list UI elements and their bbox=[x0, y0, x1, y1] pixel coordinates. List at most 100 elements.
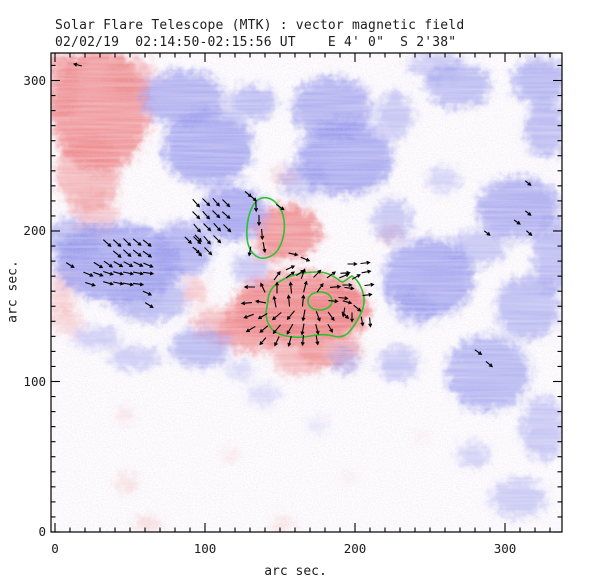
vector-arrow bbox=[353, 304, 362, 312]
vector-arrow bbox=[193, 236, 202, 245]
vector-arrow bbox=[123, 261, 134, 267]
vector-arrow bbox=[257, 313, 268, 320]
vector-arrow bbox=[260, 282, 266, 293]
vector-arrow bbox=[193, 223, 201, 233]
vector-arrow bbox=[133, 261, 144, 267]
vector-arrow bbox=[288, 281, 293, 294]
vector-arrow bbox=[342, 300, 353, 305]
vector-arrow bbox=[249, 194, 257, 202]
plot-area bbox=[51, 53, 562, 532]
vector-arrow bbox=[274, 336, 280, 347]
vector-arrow bbox=[144, 302, 154, 309]
vector-arrow bbox=[338, 296, 349, 301]
vector-arrow bbox=[142, 250, 153, 258]
vector-arrow bbox=[288, 252, 299, 257]
vector-arrow bbox=[273, 270, 281, 281]
vector-arrow bbox=[286, 323, 294, 335]
vector-arrow bbox=[327, 311, 335, 322]
vector-arrow bbox=[103, 281, 114, 286]
vector-arrow bbox=[300, 323, 305, 336]
vector-arrow bbox=[513, 219, 521, 225]
vector-arrow bbox=[526, 230, 533, 237]
vector-arrow bbox=[112, 250, 122, 258]
x-tick-label: 200 bbox=[343, 541, 367, 556]
field-contour bbox=[265, 271, 365, 339]
vector-arrow bbox=[194, 247, 203, 257]
vector-arrow bbox=[222, 199, 231, 208]
y-tick-label: 100 bbox=[23, 373, 46, 389]
vector-arrow bbox=[257, 215, 261, 227]
vector-arrow bbox=[192, 198, 201, 208]
x-tick-label: 300 bbox=[493, 541, 517, 556]
vector-arrow bbox=[93, 271, 104, 277]
vector-arrow bbox=[327, 323, 333, 333]
vector-arrow bbox=[194, 234, 203, 243]
vector-arrow bbox=[474, 349, 483, 355]
vector-arrow bbox=[315, 324, 320, 335]
vector-arrow bbox=[212, 210, 221, 219]
vector-arrow bbox=[285, 271, 296, 279]
vector-arrow bbox=[326, 271, 337, 279]
vector-arrow bbox=[203, 223, 212, 232]
vector-arrow bbox=[340, 270, 351, 275]
vector-arrow bbox=[202, 210, 211, 220]
y-tick-label: 200 bbox=[23, 223, 46, 238]
vector-arrow bbox=[368, 317, 373, 328]
vector-arrow bbox=[243, 285, 255, 289]
vector-arrow bbox=[287, 336, 292, 347]
vector-arrow bbox=[204, 247, 213, 256]
vector-arrow bbox=[254, 200, 259, 213]
plot-subtitle-datetime: 02/02/19 02:14:50-02:15:56 UT E 4' 0" S … bbox=[55, 35, 457, 50]
vector-arrow bbox=[203, 235, 211, 245]
vector-arrow bbox=[192, 211, 201, 220]
vector-arrow bbox=[361, 269, 372, 274]
vector-arrow bbox=[275, 281, 279, 294]
vector-arrow bbox=[350, 312, 354, 323]
vector-arrow bbox=[286, 294, 291, 307]
vector-arrow bbox=[254, 299, 266, 304]
vector-arrow bbox=[83, 271, 94, 277]
vector-arrow bbox=[112, 281, 125, 286]
y-tick-label: 300 bbox=[23, 72, 46, 88]
vector-arrow bbox=[132, 282, 145, 287]
vector-arrow bbox=[223, 224, 232, 233]
vector-arrow bbox=[85, 281, 96, 287]
vector-arrow bbox=[212, 197, 220, 207]
vector-arrow bbox=[303, 280, 308, 293]
vector-arrow bbox=[275, 203, 285, 211]
red-speckle-noise bbox=[51, 53, 562, 532]
vector-arrow bbox=[259, 325, 269, 333]
vector-arrow bbox=[122, 271, 135, 276]
vector-arrow bbox=[315, 335, 320, 346]
vector-arrow bbox=[243, 313, 254, 319]
vector-arrow bbox=[315, 311, 321, 322]
vector-arrow bbox=[142, 271, 155, 276]
vector-arrow bbox=[316, 282, 324, 293]
vector-arrow bbox=[245, 326, 256, 333]
vector-arrow bbox=[259, 337, 267, 346]
vector-arrow bbox=[328, 299, 339, 304]
vector-arrow bbox=[360, 260, 371, 265]
vector-arrow bbox=[103, 260, 114, 268]
vector-arrow bbox=[247, 246, 252, 257]
x-axis-label: arc sec. bbox=[264, 564, 327, 579]
plot-title: Solar Flare Telescope (MTK) : vector mag… bbox=[55, 18, 465, 33]
vector-arrow bbox=[271, 312, 282, 321]
vector-arrow bbox=[342, 283, 353, 287]
vector-arrow bbox=[285, 265, 296, 271]
vector-arrow bbox=[483, 230, 491, 236]
vector-arrow bbox=[360, 316, 365, 327]
vector-arrow bbox=[262, 242, 267, 254]
vector-arrow bbox=[113, 271, 124, 276]
vector-arrow bbox=[313, 269, 322, 278]
vector-arrow bbox=[142, 239, 152, 247]
vector-arrow bbox=[485, 360, 493, 368]
vector-arrow bbox=[123, 282, 135, 287]
vector-arrow bbox=[133, 271, 145, 276]
vector-arrow bbox=[213, 235, 222, 244]
vector-arrow bbox=[213, 222, 222, 232]
vector-arrow bbox=[341, 307, 346, 318]
vector-arrow bbox=[272, 295, 277, 308]
vector-arrow bbox=[301, 309, 306, 322]
